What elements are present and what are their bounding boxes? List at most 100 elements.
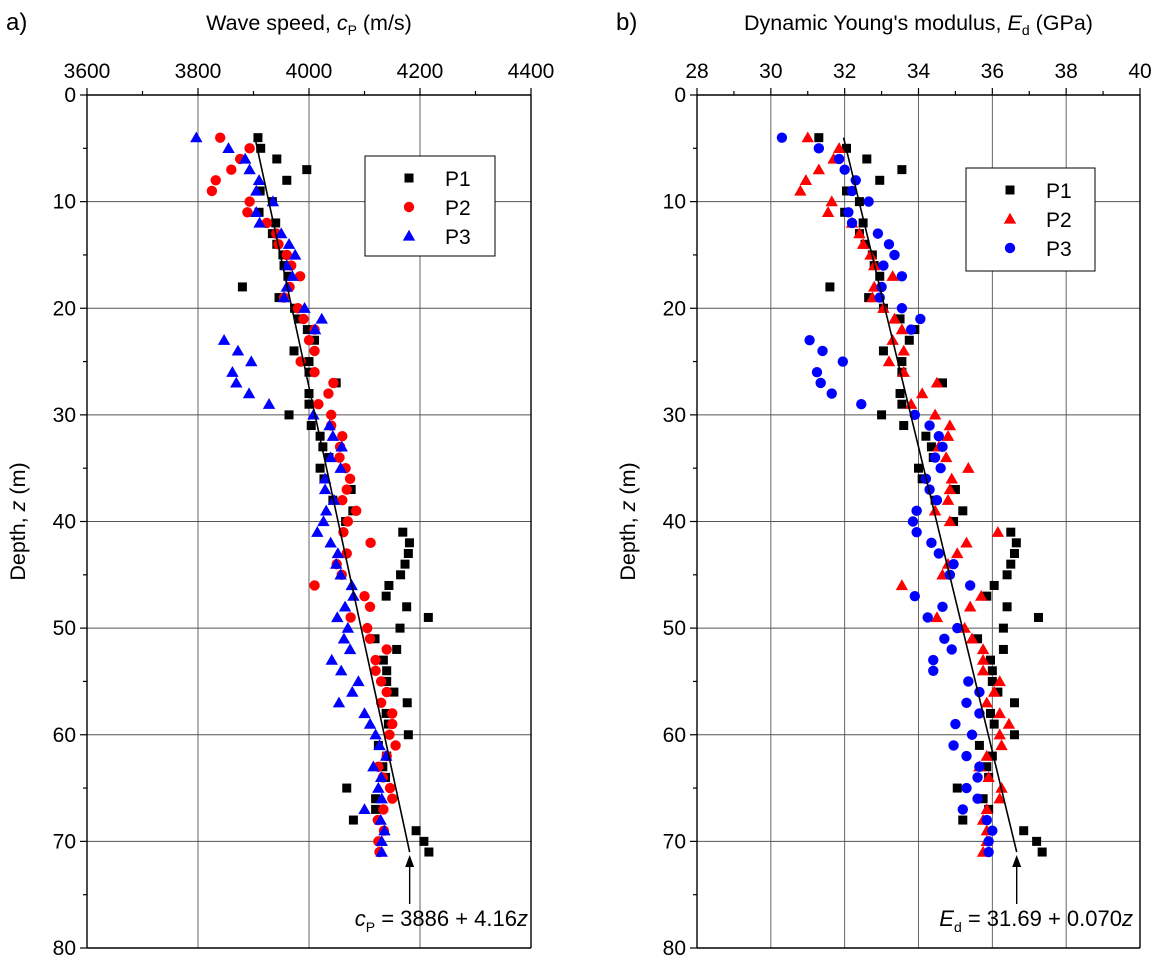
data-point (895, 579, 909, 591)
data-point (329, 557, 343, 569)
y-axis-title: Depth, z (m) (616, 462, 640, 580)
data-point (964, 580, 976, 591)
y-tick-label: 20 (663, 297, 686, 320)
data-point (242, 207, 253, 218)
data-point (905, 324, 917, 335)
x-tick-label: 32 (833, 60, 856, 83)
data-point (345, 612, 356, 623)
data-point (965, 632, 979, 644)
x-axis-title: Wave speed, cP (m/s) (206, 11, 412, 38)
data-point (404, 538, 414, 548)
data-point (821, 206, 835, 217)
data-point (1002, 717, 1016, 729)
data-point (966, 729, 978, 740)
data-point (980, 749, 993, 761)
fit-line (254, 137, 411, 853)
data-point (403, 548, 413, 558)
data-point (998, 623, 1008, 633)
data-point (856, 399, 867, 410)
data-point (937, 441, 948, 453)
data-point (294, 271, 306, 282)
x-tick-label: 3800 (175, 60, 222, 83)
data-point (1019, 826, 1029, 836)
data-point (980, 696, 993, 708)
data-point (320, 504, 333, 516)
data-point (948, 558, 959, 570)
data-point (950, 718, 961, 730)
data-point (284, 410, 294, 420)
y-tick-label: 60 (53, 724, 76, 747)
y-tick-label: 80 (53, 937, 76, 960)
data-point (318, 472, 332, 484)
data-point (374, 813, 387, 825)
panel-label: a) (6, 9, 27, 36)
data-point (334, 568, 347, 580)
data-point (1006, 559, 1016, 569)
data-point (983, 846, 994, 858)
data-point (231, 344, 245, 356)
data-point (972, 772, 983, 783)
data-point (334, 452, 345, 463)
data-point (302, 325, 312, 335)
data-point (313, 399, 324, 410)
data-point (281, 249, 292, 261)
data-point (275, 227, 288, 239)
fit-equation: cP = 3886 + 4.16z (355, 906, 528, 935)
data-point (334, 461, 347, 473)
data-point (387, 793, 398, 804)
data-point (846, 217, 858, 229)
data-point (817, 345, 828, 357)
data-point (400, 559, 410, 569)
data-point (286, 270, 299, 281)
data-point (384, 729, 395, 740)
data-point (1033, 612, 1043, 622)
data-point (396, 570, 406, 580)
data-point (935, 462, 946, 474)
data-point (252, 174, 266, 185)
data-point (976, 664, 990, 676)
data-point (298, 302, 311, 313)
data-point (222, 142, 235, 153)
data-point (378, 655, 388, 665)
data-point (358, 803, 371, 815)
data-point (315, 463, 325, 473)
data-point (341, 484, 352, 495)
data-point (271, 218, 281, 228)
data-point (370, 665, 381, 676)
series-p2 (206, 132, 401, 858)
x-tick-label: 34 (907, 60, 931, 83)
data-point (325, 653, 338, 665)
data-point (352, 675, 365, 687)
legend-marker (1005, 185, 1015, 195)
data-point (387, 718, 398, 730)
data-point (882, 355, 896, 367)
data-point (243, 163, 256, 175)
data-point (991, 525, 1005, 537)
data-point (837, 356, 849, 367)
data-point (872, 228, 884, 239)
legend-marker (402, 229, 416, 241)
data-point (359, 590, 370, 602)
data-point (304, 399, 314, 409)
data-point (308, 323, 322, 335)
data-point (975, 589, 988, 601)
legend-box (364, 155, 496, 257)
data-point (374, 771, 388, 783)
legend-label: P3 (1046, 238, 1072, 261)
data-point (888, 312, 901, 324)
data-point (375, 792, 388, 804)
data-point (864, 248, 877, 260)
data-point (993, 707, 1006, 719)
data-point (381, 591, 391, 601)
data-point (302, 165, 312, 175)
data-point (928, 504, 942, 516)
data-point (987, 666, 997, 676)
data-point (832, 142, 846, 153)
data-point (381, 644, 392, 655)
data-point (303, 335, 315, 346)
data-point (842, 186, 852, 196)
data-point (911, 505, 922, 517)
data-point (843, 207, 854, 218)
x-tick-label: 28 (685, 60, 708, 83)
fit-equation: Ed = 31.69 + 0.070z (939, 906, 1133, 935)
